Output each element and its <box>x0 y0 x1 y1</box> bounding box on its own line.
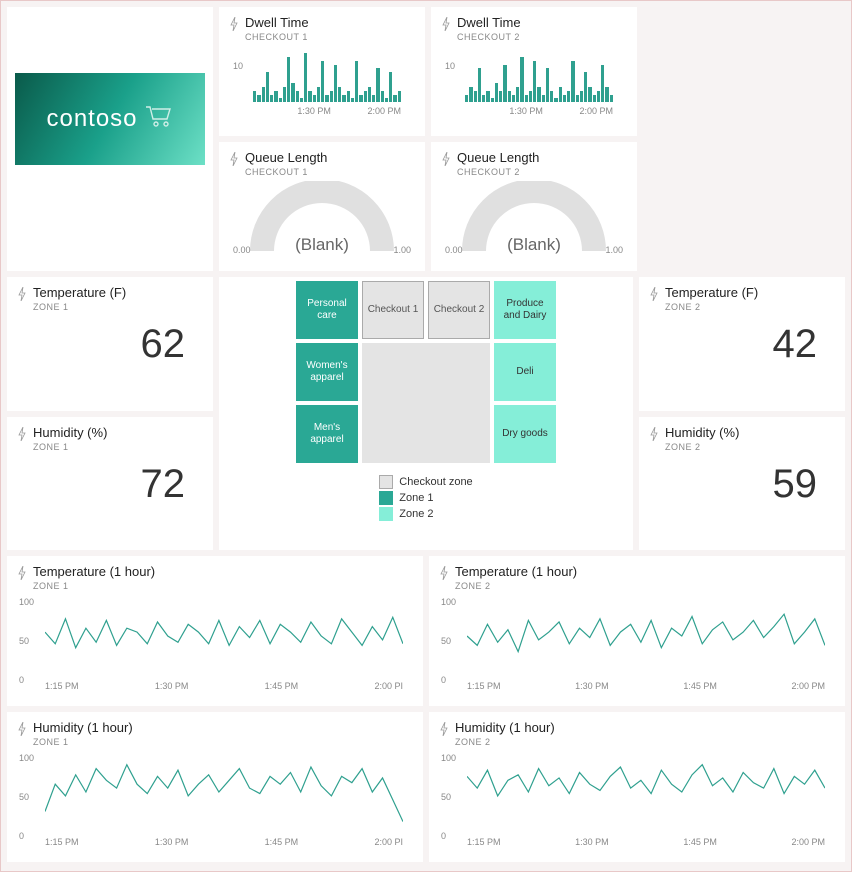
card-title: Temperature (F) <box>665 285 758 300</box>
bolt-icon <box>229 152 239 166</box>
card-title: Temperature (F) <box>33 285 126 300</box>
card-title: Queue Length <box>457 150 539 165</box>
card-title: Temperature (1 hour) <box>455 564 577 579</box>
legend-item: Zone 1 <box>379 491 472 505</box>
bolt-icon <box>439 566 449 580</box>
temp-zone1-card: Temperature (F) ZONE 1 62 <box>7 277 213 411</box>
dwell-2-chart: 101:30 PM2:00 PM <box>465 46 613 116</box>
queue-1-card: Queue Length CHECKOUT 1 0.00 1.00 (Blank… <box>219 142 425 271</box>
floor-cell[interactable]: Deli <box>494 343 556 401</box>
card-subtitle: ZONE 1 <box>33 737 413 747</box>
card-subtitle: CHECKOUT 1 <box>245 167 415 177</box>
logo-text: contoso <box>46 105 137 133</box>
dwell-1-chart: 101:30 PM2:00 PM <box>253 46 401 116</box>
temp-zone1-value: 62 <box>17 312 203 371</box>
floor-cell[interactable]: Checkout 1 <box>362 281 424 339</box>
temp-hr-row: Temperature (1 hour) ZONE 1 1005001:15 P… <box>7 556 845 706</box>
floor-cell[interactable]: Women's apparel <box>296 343 358 401</box>
card-title: Dwell Time <box>245 15 309 30</box>
hum-hr-2-card: Humidity (1 hour) ZONE 2 1005001:15 PM1:… <box>429 712 845 862</box>
hum-zone2-card: Humidity (%) ZONE 2 59 <box>639 417 845 551</box>
mid-row: Temperature (F) ZONE 1 62 Humidity (%) Z… <box>7 277 845 550</box>
hum-hr-1-card: Humidity (1 hour) ZONE 1 1005001:15 PM1:… <box>7 712 423 862</box>
floor-cell[interactable]: Dry goods <box>494 405 556 463</box>
card-subtitle: CHECKOUT 1 <box>245 32 415 42</box>
cart-icon <box>144 104 174 135</box>
hum-hr-row: Humidity (1 hour) ZONE 1 1005001:15 PM1:… <box>7 712 845 862</box>
card-title: Humidity (%) <box>33 425 107 440</box>
bolt-icon <box>441 152 451 166</box>
temp-zone2-card: Temperature (F) ZONE 2 42 <box>639 277 845 411</box>
temp-hr-2-card: Temperature (1 hour) ZONE 2 1005001:15 P… <box>429 556 845 706</box>
legend-item: Zone 2 <box>379 507 472 521</box>
temp-zone2-value: 42 <box>649 312 835 371</box>
logo-card: contoso <box>7 7 213 271</box>
card-title: Humidity (1 hour) <box>455 720 555 735</box>
card-subtitle: CHECKOUT 2 <box>457 32 627 42</box>
card-title: Humidity (%) <box>665 425 739 440</box>
dwell-2-card: Dwell Time CHECKOUT 2 101:30 PM2:00 PM <box>431 7 637 136</box>
dwell-1-card: Dwell Time CHECKOUT 1 101:30 PM2:00 PM <box>219 7 425 136</box>
card-title: Temperature (1 hour) <box>33 564 155 579</box>
bolt-icon <box>17 287 27 301</box>
card-subtitle: ZONE 1 <box>33 302 203 312</box>
bolt-icon <box>17 566 27 580</box>
card-subtitle: ZONE 2 <box>455 581 835 591</box>
card-subtitle: ZONE 1 <box>33 581 413 591</box>
floor-grid: Personal careCheckout 1Checkout 2Produce… <box>296 281 556 463</box>
card-subtitle: CHECKOUT 2 <box>457 167 627 177</box>
hum-zone2-value: 59 <box>649 452 835 511</box>
gauge-min: 0.00 <box>233 245 251 255</box>
temp-hr-1-chart: 1005001:15 PM1:30 PM1:45 PM2:00 PI <box>45 597 403 691</box>
temp-hr-1-card: Temperature (1 hour) ZONE 1 1005001:15 P… <box>7 556 423 706</box>
top-row-spacer <box>643 7 845 271</box>
card-subtitle: ZONE 2 <box>665 442 835 452</box>
bolt-icon <box>649 427 659 441</box>
floor-cell[interactable]: Personal care <box>296 281 358 339</box>
queue-1-gauge: 0.00 1.00 (Blank) <box>229 181 415 261</box>
bolt-icon <box>17 427 27 441</box>
bolt-icon <box>17 722 27 736</box>
floor-cell[interactable]: Produce and Dairy <box>494 281 556 339</box>
gauge-min: 0.00 <box>445 245 463 255</box>
gauge-max: 1.00 <box>605 245 623 255</box>
legend-item: Checkout zone <box>379 475 472 489</box>
hum-hr-2-chart: 1005001:15 PM1:30 PM1:45 PM2:00 PM <box>467 753 825 847</box>
bolt-icon <box>441 17 451 31</box>
hum-zone1-card: Humidity (%) ZONE 1 72 <box>7 417 213 551</box>
floor-cell[interactable]: Men's apparel <box>296 405 358 463</box>
bolt-icon <box>229 17 239 31</box>
card-subtitle: ZONE 2 <box>665 302 835 312</box>
gauge-value: (Blank) <box>507 235 561 255</box>
hum-hr-1-chart: 1005001:15 PM1:30 PM1:45 PM2:00 PI <box>45 753 403 847</box>
card-subtitle: ZONE 1 <box>33 442 203 452</box>
card-title: Dwell Time <box>457 15 521 30</box>
floor-legend: Checkout zone Zone 1 Zone 2 <box>379 473 472 523</box>
bolt-icon <box>439 722 449 736</box>
bolt-icon <box>649 287 659 301</box>
gauge-value: (Blank) <box>295 235 349 255</box>
floor-cell[interactable]: Checkout 2 <box>428 281 490 339</box>
hum-zone1-value: 72 <box>17 452 203 511</box>
queue-2-gauge: 0.00 1.00 (Blank) <box>441 181 627 261</box>
top-row: contoso Dwell Time CHECKOUT 1 101:30 PM2… <box>7 7 845 271</box>
card-subtitle: ZONE 2 <box>455 737 835 747</box>
gauge-max: 1.00 <box>393 245 411 255</box>
floor-map-card: Personal careCheckout 1Checkout 2Produce… <box>219 277 633 550</box>
queue-2-card: Queue Length CHECKOUT 2 0.00 1.00 (Blank… <box>431 142 637 271</box>
temp-hr-2-chart: 1005001:15 PM1:30 PM1:45 PM2:00 PM <box>467 597 825 691</box>
logo: contoso <box>15 73 205 165</box>
card-title: Humidity (1 hour) <box>33 720 133 735</box>
card-title: Queue Length <box>245 150 327 165</box>
